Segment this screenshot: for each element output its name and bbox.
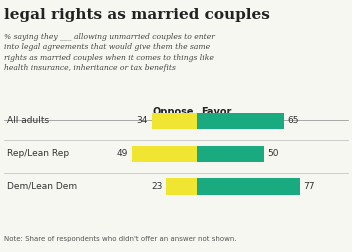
- Text: 50: 50: [268, 149, 279, 158]
- Bar: [166, 178, 197, 195]
- Text: 49: 49: [117, 149, 128, 158]
- Text: All adults: All adults: [7, 116, 49, 125]
- Text: Note: Share of respondents who didn't offer an answer not shown.: Note: Share of respondents who didn't of…: [4, 236, 236, 242]
- Text: 23: 23: [151, 182, 163, 191]
- Text: Rep/Lean Rep: Rep/Lean Rep: [7, 149, 69, 158]
- Bar: [197, 146, 264, 162]
- Bar: [152, 113, 197, 129]
- Text: legal rights as married couples: legal rights as married couples: [4, 8, 269, 22]
- Bar: [197, 178, 300, 195]
- Text: % saying they ___ allowing unmarried couples to enter
into legal agreements that: % saying they ___ allowing unmarried cou…: [4, 33, 214, 72]
- Text: 65: 65: [288, 116, 299, 125]
- Text: 34: 34: [137, 116, 148, 125]
- Text: Oppose: Oppose: [152, 107, 194, 117]
- Bar: [197, 113, 284, 129]
- Text: 77: 77: [304, 182, 315, 191]
- Text: Favor: Favor: [201, 107, 231, 117]
- Text: Dem/Lean Dem: Dem/Lean Dem: [7, 182, 77, 191]
- Bar: [132, 146, 197, 162]
